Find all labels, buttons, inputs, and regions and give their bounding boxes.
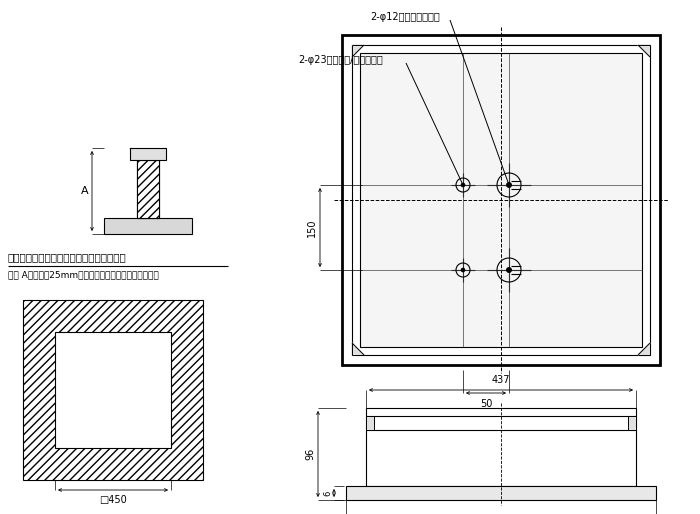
Bar — [23, 300, 203, 480]
Circle shape — [461, 183, 465, 187]
Bar — [352, 45, 650, 355]
Polygon shape — [352, 343, 364, 355]
Circle shape — [507, 268, 512, 272]
Bar — [360, 53, 642, 347]
Bar — [342, 35, 660, 365]
Text: 96: 96 — [305, 448, 315, 460]
Text: □450: □450 — [99, 495, 127, 505]
Bar — [104, 218, 192, 234]
Bar — [137, 160, 159, 218]
Polygon shape — [352, 45, 364, 57]
Text: 150: 150 — [307, 218, 317, 237]
Bar — [628, 416, 636, 430]
Polygon shape — [638, 343, 650, 355]
Text: 注） A尸法は、25mmを超えないようにしてください。: 注） A尸法は、25mmを超えないようにしてください。 — [8, 270, 159, 279]
Text: 取付けボルトを使用した場合の器具内尸法: 取付けボルトを使用した場合の器具内尸法 — [8, 252, 127, 262]
Text: 埋込み取付の場合の埋込み穴尸法: 埋込み取付の場合の埋込み穴尸法 — [69, 512, 157, 514]
Text: 437: 437 — [491, 375, 510, 385]
Bar — [346, 486, 656, 500]
Text: 50: 50 — [480, 399, 492, 409]
Circle shape — [461, 268, 465, 272]
Bar — [137, 160, 159, 218]
Circle shape — [507, 182, 512, 188]
Text: 2-φ12（ダルマ穴付）: 2-φ12（ダルマ穴付） — [370, 12, 440, 22]
Bar — [366, 408, 636, 486]
Text: 6: 6 — [323, 490, 332, 495]
Text: A: A — [81, 186, 89, 196]
Bar — [366, 416, 374, 430]
Text: 2-φ23（電源用/調光用穴）: 2-φ23（電源用/調光用穴） — [298, 55, 383, 65]
Polygon shape — [638, 45, 650, 57]
Bar — [55, 332, 171, 448]
Bar — [130, 148, 166, 160]
